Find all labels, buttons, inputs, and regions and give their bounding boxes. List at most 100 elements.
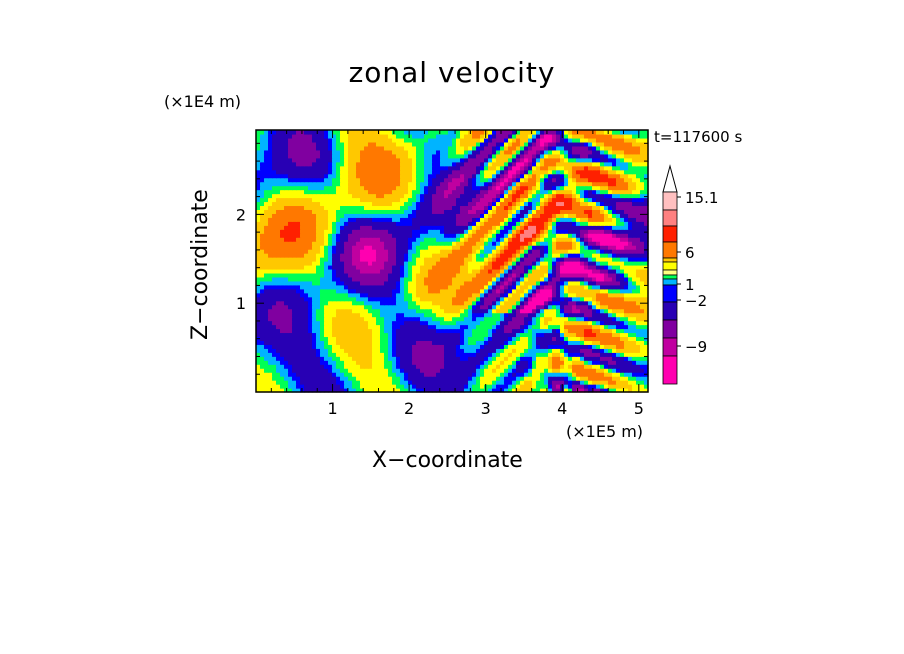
field-cell: [404, 249, 409, 254]
field-cell: [424, 312, 429, 318]
field-cell: [392, 261, 397, 266]
field-cell: [436, 229, 441, 234]
field-cell: [420, 205, 425, 210]
field-cell: [468, 233, 473, 238]
field-cell: [644, 320, 649, 326]
field-cell: [272, 348, 277, 353]
field-cell: [340, 320, 345, 326]
field-cell: [644, 229, 649, 234]
field-cell: [292, 245, 297, 250]
field-cell: [468, 368, 473, 373]
field-cell: [380, 237, 385, 242]
field-cell: [508, 193, 513, 199]
field-cell: [344, 360, 349, 365]
field-cell: [468, 300, 473, 306]
field-cell: [584, 336, 589, 341]
field-cell: [340, 388, 345, 393]
field-cell: [604, 245, 609, 250]
field-cell: [488, 268, 493, 274]
field-cell: [500, 368, 505, 373]
field-cell: [400, 336, 405, 341]
field-cell: [556, 320, 561, 326]
field-cell: [588, 245, 593, 250]
field-cell: [384, 284, 389, 290]
field-cell: [556, 308, 561, 314]
field-cell: [576, 257, 581, 262]
field-cell: [540, 336, 545, 341]
field-cell: [436, 268, 441, 274]
field-cell: [408, 249, 413, 254]
field-cell: [460, 189, 465, 195]
field-cell: [436, 380, 441, 385]
field-cell: [444, 304, 449, 310]
field-cell: [300, 348, 305, 353]
field-cell: [552, 245, 557, 250]
field-cell: [280, 261, 285, 266]
field-cell: [396, 340, 401, 345]
field-cell: [584, 372, 589, 377]
field-cell: [348, 229, 353, 234]
field-cell: [440, 264, 445, 270]
field-cell: [368, 360, 373, 365]
field-cell: [576, 201, 581, 207]
field-cell: [620, 213, 625, 218]
field-cell: [400, 384, 405, 389]
field-cell: [308, 296, 313, 302]
field-cell: [388, 376, 393, 381]
field-cell: [508, 308, 513, 314]
field-cell: [416, 225, 421, 230]
field-cell: [488, 245, 493, 250]
field-cell: [480, 336, 485, 341]
field-cell: [480, 257, 485, 262]
field-cell: [260, 241, 265, 246]
field-cell: [352, 245, 357, 250]
field-cell: [432, 245, 437, 250]
field-cell: [392, 241, 397, 246]
field-cell: [488, 388, 493, 393]
field-cell: [472, 348, 477, 353]
field-cell: [372, 320, 377, 326]
field-cell: [284, 237, 289, 242]
field-cell: [396, 368, 401, 373]
field-cell: [460, 280, 465, 286]
field-cell: [480, 368, 485, 373]
field-cell: [456, 241, 461, 246]
field-cell: [640, 245, 645, 250]
field-cell: [428, 300, 433, 306]
field-cell: [276, 368, 281, 373]
field-cell: [356, 245, 361, 250]
field-cell: [536, 193, 541, 199]
field-cell: [300, 253, 305, 258]
field-cell: [580, 296, 585, 302]
field-cell: [508, 296, 513, 302]
field-cell: [520, 316, 525, 322]
field-cell: [600, 292, 605, 298]
field-cell: [516, 261, 521, 266]
field-cell: [468, 241, 473, 246]
field-cell: [428, 384, 433, 389]
field-cell: [576, 312, 581, 318]
field-cell: [336, 296, 341, 302]
field-cell: [340, 356, 345, 361]
field-cell: [536, 300, 541, 306]
field-cell: [572, 388, 577, 393]
field-cell: [404, 264, 409, 270]
field-cell: [548, 376, 553, 381]
field-cell: [348, 225, 353, 230]
field-cell: [496, 312, 501, 318]
field-cell: [392, 225, 397, 230]
field-cell: [588, 193, 593, 199]
field-cell: [344, 237, 349, 242]
field-cell: [260, 312, 265, 318]
field-cell: [300, 324, 305, 330]
field-cell: [420, 193, 425, 199]
field-cell: [532, 316, 537, 322]
field-cell: [348, 344, 353, 349]
field-cell: [488, 217, 493, 222]
field-cell: [580, 292, 585, 298]
field-cell: [260, 352, 265, 357]
field-cell: [488, 312, 493, 318]
field-cell: [616, 284, 621, 290]
field-cell: [600, 296, 605, 302]
field-cell: [344, 264, 349, 270]
